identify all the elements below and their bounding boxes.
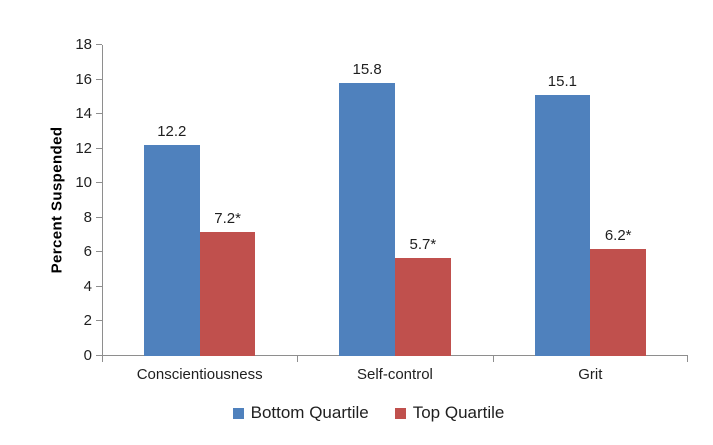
bar-value-label: 15.1 xyxy=(547,73,577,91)
bar-bottom-quartile-conscientiousness xyxy=(143,145,200,356)
legend-label: Bottom Quartile xyxy=(250,403,369,422)
x-category-label-self-control: Self-control xyxy=(357,366,433,383)
bar-value-label: 7.2* xyxy=(214,209,241,227)
legend-swatch-top-quartile-icon xyxy=(394,407,406,419)
x-category-label-grit: Grit xyxy=(578,366,603,383)
y-tick-mark xyxy=(96,251,102,252)
y-tick-label: 16 xyxy=(75,71,92,88)
x-category-label-conscientiousness: Conscientiousness xyxy=(136,366,263,383)
y-tick-mark xyxy=(96,113,102,114)
chart-legend: Bottom Quartile Top Quartile xyxy=(12,403,713,423)
y-tick-label: 10 xyxy=(75,174,92,191)
y-tick-mark xyxy=(96,148,102,149)
x-tick-mark xyxy=(493,356,494,362)
y-tick-mark xyxy=(96,79,102,80)
y-tick-label: 0 xyxy=(83,347,92,364)
bar-bottom-quartile-grit xyxy=(534,95,591,356)
x-tick-mark xyxy=(297,356,298,362)
bar-value-label: 6.2* xyxy=(604,226,632,244)
legend-item-top-quartile: Top Quartile xyxy=(394,403,505,423)
x-tick-mark xyxy=(102,356,103,362)
y-tick-label: 8 xyxy=(83,209,92,226)
bar-top-quartile-conscientiousness xyxy=(199,231,256,356)
legend-swatch-bottom-quartile-icon xyxy=(232,407,244,419)
bar-bottom-quartile-self-control xyxy=(339,83,395,356)
y-tick-label: 4 xyxy=(83,278,92,295)
bar-top-quartile-grit xyxy=(590,248,647,356)
bar-value-label: 12.2 xyxy=(157,123,187,141)
bar-value-label: 5.7* xyxy=(409,235,437,253)
y-tick-mark xyxy=(96,182,102,183)
bar-value-label: 15.8 xyxy=(352,61,382,78)
legend-item-bottom-quartile: Bottom Quartile xyxy=(232,403,369,423)
y-tick-mark xyxy=(96,355,102,356)
y-tick-mark xyxy=(96,286,102,287)
y-tick-mark xyxy=(96,217,102,218)
y-tick-label: 6 xyxy=(83,243,92,260)
y-tick-label: 14 xyxy=(75,105,92,122)
y-tick-mark xyxy=(96,44,102,45)
y-tick-label: 18 xyxy=(75,36,92,53)
y-tick-label: 2 xyxy=(83,312,92,329)
x-tick-mark xyxy=(687,356,688,362)
y-tick-mark xyxy=(96,320,102,321)
y-tick-label: 12 xyxy=(75,140,92,157)
legend-label: Top Quartile xyxy=(412,403,505,422)
bar-top-quartile-self-control xyxy=(395,257,451,356)
